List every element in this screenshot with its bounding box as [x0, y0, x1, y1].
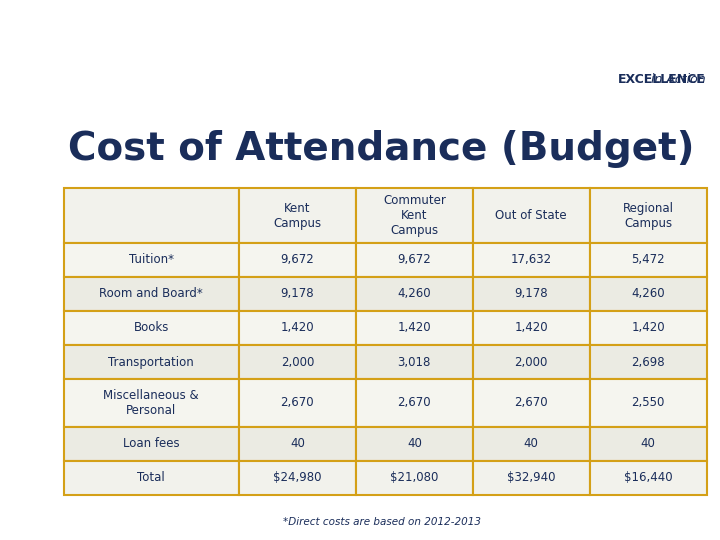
Text: Kent
Campus: Kent Campus — [274, 201, 321, 229]
Text: 40: 40 — [524, 437, 539, 450]
FancyBboxPatch shape — [473, 427, 590, 461]
FancyBboxPatch shape — [590, 188, 707, 243]
FancyBboxPatch shape — [239, 311, 356, 345]
FancyBboxPatch shape — [356, 277, 473, 311]
Text: 3,018: 3,018 — [397, 355, 431, 368]
FancyBboxPatch shape — [63, 379, 239, 427]
FancyBboxPatch shape — [63, 427, 239, 461]
FancyBboxPatch shape — [356, 188, 473, 243]
FancyBboxPatch shape — [590, 345, 707, 379]
Text: $24,980: $24,980 — [273, 471, 322, 484]
Text: 40: 40 — [641, 437, 656, 450]
FancyBboxPatch shape — [473, 277, 590, 311]
FancyBboxPatch shape — [473, 379, 590, 427]
FancyBboxPatch shape — [63, 277, 239, 311]
Text: 1,420: 1,420 — [515, 321, 548, 334]
Text: 9,178: 9,178 — [281, 287, 314, 300]
Text: $21,080: $21,080 — [390, 471, 438, 484]
Text: 1,420: 1,420 — [631, 321, 665, 334]
Text: 1,420: 1,420 — [281, 321, 314, 334]
Text: Out of State: Out of State — [495, 209, 567, 222]
Text: 40: 40 — [290, 437, 305, 450]
Text: $16,440: $16,440 — [624, 471, 672, 484]
Text: $32,940: $32,940 — [507, 471, 556, 484]
Text: *Direct costs are based on 2012-2013: *Direct costs are based on 2012-2013 — [282, 517, 481, 527]
Text: 4,260: 4,260 — [631, 287, 665, 300]
FancyBboxPatch shape — [239, 461, 356, 495]
FancyBboxPatch shape — [63, 188, 239, 243]
Text: in Action: in Action — [577, 73, 706, 86]
Text: 5,472: 5,472 — [631, 253, 665, 266]
FancyBboxPatch shape — [473, 461, 590, 495]
FancyBboxPatch shape — [473, 311, 590, 345]
FancyBboxPatch shape — [590, 243, 707, 277]
FancyBboxPatch shape — [356, 461, 473, 495]
Text: 2,670: 2,670 — [281, 396, 314, 409]
FancyBboxPatch shape — [239, 188, 356, 243]
FancyBboxPatch shape — [356, 427, 473, 461]
FancyBboxPatch shape — [63, 311, 239, 345]
FancyBboxPatch shape — [63, 345, 239, 379]
Text: 1,420: 1,420 — [397, 321, 431, 334]
Text: 2,000: 2,000 — [281, 355, 314, 368]
FancyBboxPatch shape — [590, 379, 707, 427]
FancyBboxPatch shape — [473, 188, 590, 243]
FancyBboxPatch shape — [239, 277, 356, 311]
Text: 2,698: 2,698 — [631, 355, 665, 368]
FancyBboxPatch shape — [356, 311, 473, 345]
Text: Room and Board*: Room and Board* — [99, 287, 203, 300]
FancyBboxPatch shape — [239, 379, 356, 427]
Text: 40: 40 — [407, 437, 422, 450]
Text: Total: Total — [138, 471, 165, 484]
Text: Transportation: Transportation — [108, 355, 194, 368]
FancyBboxPatch shape — [356, 379, 473, 427]
Text: 2,670: 2,670 — [515, 396, 548, 409]
Text: Cost of Attendance (Budget): Cost of Attendance (Budget) — [68, 130, 695, 168]
Text: U N I V E R S I T Y: U N I V E R S I T Y — [639, 46, 705, 55]
FancyBboxPatch shape — [590, 427, 707, 461]
Text: 9,672: 9,672 — [397, 253, 431, 266]
Text: EXCELLENCE: EXCELLENCE — [618, 73, 706, 86]
FancyBboxPatch shape — [63, 461, 239, 495]
FancyBboxPatch shape — [473, 243, 590, 277]
FancyBboxPatch shape — [590, 277, 707, 311]
Text: 9,178: 9,178 — [515, 287, 548, 300]
FancyBboxPatch shape — [239, 427, 356, 461]
Text: 9,672: 9,672 — [281, 253, 315, 266]
FancyBboxPatch shape — [356, 243, 473, 277]
Text: Tuition*: Tuition* — [129, 253, 174, 266]
FancyBboxPatch shape — [473, 345, 590, 379]
FancyBboxPatch shape — [356, 345, 473, 379]
FancyBboxPatch shape — [239, 243, 356, 277]
Text: Commuter
Kent
Campus: Commuter Kent Campus — [383, 194, 446, 237]
Text: 2,670: 2,670 — [397, 396, 431, 409]
Text: 17,632: 17,632 — [510, 253, 552, 266]
Text: Loan fees: Loan fees — [123, 437, 179, 450]
Text: 2,550: 2,550 — [631, 396, 665, 409]
FancyBboxPatch shape — [239, 345, 356, 379]
Text: KENT STATE.: KENT STATE. — [597, 19, 705, 34]
FancyBboxPatch shape — [590, 311, 707, 345]
Text: Miscellaneous &
Personal: Miscellaneous & Personal — [104, 389, 199, 417]
Text: Books: Books — [133, 321, 169, 334]
Text: Regional
Campus: Regional Campus — [623, 201, 674, 229]
Text: 2,000: 2,000 — [515, 355, 548, 368]
FancyBboxPatch shape — [63, 243, 239, 277]
Text: 4,260: 4,260 — [397, 287, 431, 300]
FancyBboxPatch shape — [590, 461, 707, 495]
